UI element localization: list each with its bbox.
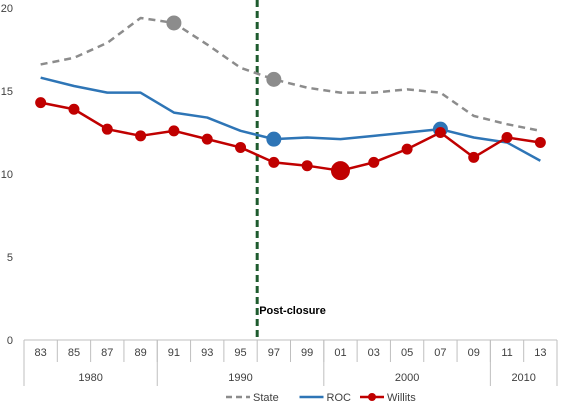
x-tick-label: 91 <box>168 347 180 359</box>
series-line-roc <box>40 76 541 162</box>
x-group-label: 1980 <box>78 372 102 384</box>
data-point-willits <box>68 103 80 115</box>
y-tick-label: 10 <box>1 169 13 181</box>
data-point-willits <box>434 127 446 138</box>
data-point-willits <box>301 160 313 172</box>
x-tick-label: 87 <box>101 347 113 359</box>
data-point-willits <box>401 143 413 155</box>
y-tick-label: 15 <box>1 86 13 98</box>
x-tick-label: 93 <box>201 347 213 359</box>
data-point-willits <box>268 156 280 168</box>
x-group-label: 2000 <box>395 372 419 384</box>
annotation-label: Post-closure <box>259 305 326 317</box>
data-point-willits <box>235 141 247 153</box>
x-tick-label: 01 <box>334 347 346 359</box>
data-point-willits <box>135 130 147 142</box>
data-point-willits <box>534 136 546 148</box>
legend-label: Willits <box>387 392 416 404</box>
x-tick-label: 99 <box>301 347 313 359</box>
x-tick-label: 83 <box>35 347 47 359</box>
x-tick-label: 13 <box>534 347 546 359</box>
x-tick-label: 97 <box>268 347 280 359</box>
series-line-state <box>40 16 541 133</box>
y-tick-label: 5 <box>7 252 13 264</box>
x-tick-label: 09 <box>468 347 480 359</box>
data-point-willits <box>35 97 47 109</box>
legend-marker-willits <box>368 393 376 401</box>
x-tick-label: 95 <box>234 347 246 359</box>
data-point-willits <box>501 131 513 143</box>
data-point-willits <box>330 161 350 181</box>
legend-label: ROC <box>327 392 352 404</box>
data-point-willits <box>101 123 113 135</box>
x-tick-label: 05 <box>401 347 413 359</box>
x-group-label: 1990 <box>228 372 252 384</box>
data-point-roc <box>266 131 282 147</box>
y-tick-label: 0 <box>7 335 13 347</box>
series-line-willits <box>40 101 541 172</box>
x-tick-label: 85 <box>68 347 80 359</box>
y-tick-label: 20 <box>1 3 13 15</box>
data-point-willits <box>368 156 380 168</box>
legend-label: State <box>253 392 279 404</box>
data-point-state <box>266 71 282 87</box>
data-point-willits <box>201 133 213 145</box>
x-tick-label: 11 <box>501 347 512 359</box>
x-tick-label: 07 <box>434 347 446 359</box>
x-tick-label: 03 <box>368 347 380 359</box>
x-group-label: 2010 <box>511 372 535 384</box>
x-tick-label: 89 <box>134 347 146 359</box>
data-point-state <box>166 15 182 31</box>
data-point-willits <box>468 151 480 163</box>
data-point-willits <box>168 125 180 137</box>
